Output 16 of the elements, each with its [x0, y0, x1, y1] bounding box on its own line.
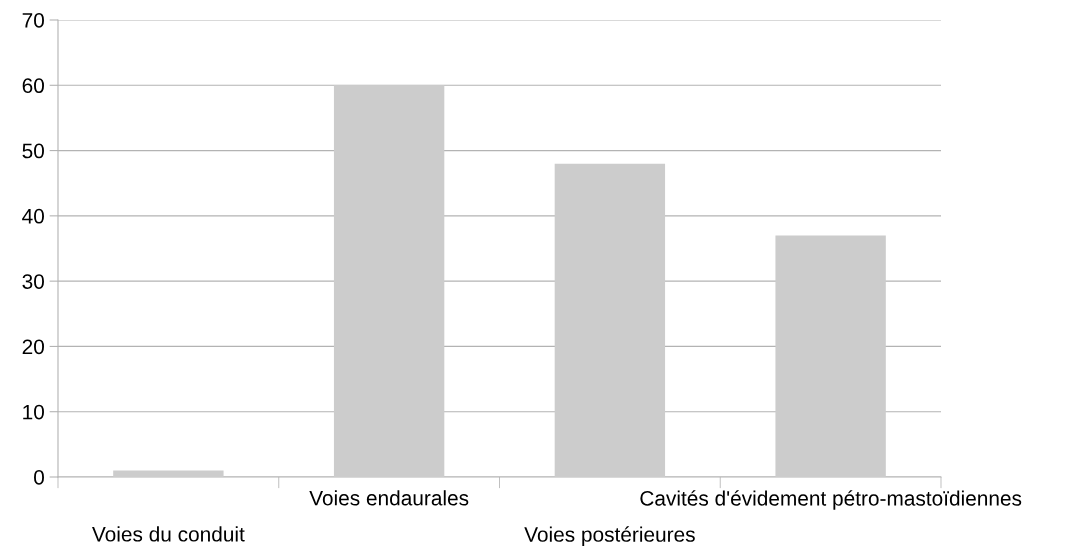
bar: [554, 163, 666, 477]
x-tick-label: Voies du conduit: [92, 526, 245, 542]
bar: [333, 85, 445, 477]
y-tick-label: 40: [22, 208, 44, 224]
y-tick-label: 30: [22, 274, 44, 289]
bar: [113, 470, 224, 477]
y-tick-label: 70: [22, 13, 44, 28]
y-tick-label: 20: [22, 339, 44, 355]
x-tick-label: Voies endaurales: [309, 490, 469, 506]
y-tick-label: 60: [22, 78, 44, 94]
y-tick-label: 10: [23, 404, 44, 420]
x-tick-label: Voies postérieures: [524, 526, 695, 546]
y-tick-label: 0: [34, 470, 44, 485]
bar: [775, 235, 886, 477]
x-tick-label: Cavités d'évidement pétro-mastoïdiennes: [640, 490, 1022, 510]
y-tick-label: 50: [22, 143, 44, 159]
